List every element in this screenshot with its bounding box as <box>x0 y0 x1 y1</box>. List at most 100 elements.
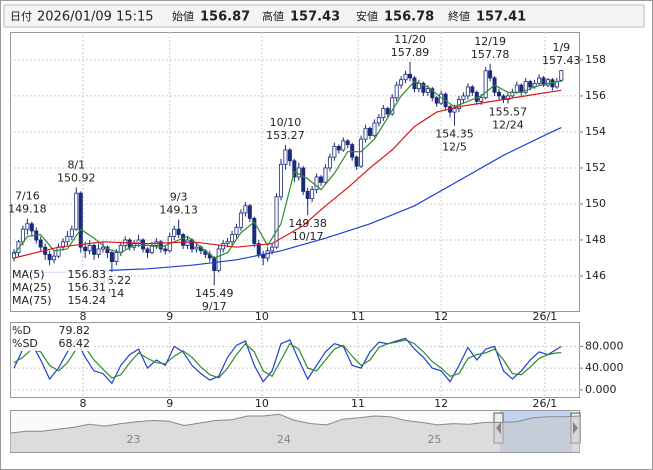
legend-box <box>11 267 109 308</box>
annotation-date: 11/20 <box>394 33 426 46</box>
legend-value: 79.82 <box>59 324 91 337</box>
annotation-date: 12/19 <box>474 35 506 48</box>
candle-body <box>265 250 270 259</box>
candle-body <box>350 144 355 158</box>
candle-body <box>278 163 283 198</box>
annotation-value: 154.35 <box>435 128 474 141</box>
candle-body <box>243 205 248 214</box>
candle-body <box>163 248 168 252</box>
legend-value: 156.83 <box>68 268 107 281</box>
candle-body <box>403 73 408 81</box>
candle-body <box>452 108 457 113</box>
header-datetime: 2026/01/09 15:15 <box>37 10 154 25</box>
x-tick-label: 12 <box>434 310 448 323</box>
candle-body <box>69 228 74 237</box>
candle-body <box>336 145 341 151</box>
annotation-date: 7/16 <box>15 190 40 203</box>
candle-body <box>238 212 243 228</box>
annotation-value: 153.27 <box>266 129 305 142</box>
candle-body <box>283 149 288 165</box>
x-tick-label: 8 <box>79 397 86 410</box>
candle-body <box>83 246 88 252</box>
header-label: 安値 <box>356 9 378 23</box>
candle-body <box>354 156 359 167</box>
annotation-value: 157.78 <box>471 48 510 61</box>
candle-body <box>430 88 435 99</box>
candle-body <box>20 228 25 243</box>
candle-body <box>372 122 377 136</box>
annotation-value: 157.43 <box>542 54 581 67</box>
candle-body <box>274 196 279 248</box>
annotation-date: 12/5 <box>442 141 467 154</box>
y-tick-label: 146 <box>585 269 606 282</box>
candle-body <box>390 97 395 115</box>
candle-body <box>408 73 413 79</box>
candle-body <box>461 95 466 100</box>
legend-value: 154.24 <box>68 294 107 307</box>
candle-body <box>114 252 119 262</box>
candle-body <box>381 108 386 118</box>
candle-body <box>256 243 261 255</box>
candle-body <box>394 84 399 99</box>
x-tick-label: 10 <box>255 310 269 323</box>
candle-body <box>545 79 550 86</box>
candle-body <box>301 167 306 192</box>
annotation-value: 149.13 <box>159 204 198 217</box>
y-tick-label: 80.000 <box>585 339 624 352</box>
candle-body <box>234 226 239 235</box>
candle-body <box>92 244 97 255</box>
y-tick-label: 154 <box>585 125 606 138</box>
line <box>14 127 562 273</box>
header-label: 始値 <box>172 9 194 23</box>
candle-body <box>497 91 502 97</box>
legend-name: MA(25) <box>12 281 52 294</box>
candle-body <box>327 156 332 169</box>
header-label: 終値 <box>448 9 470 23</box>
x-tick-label: 26/1 <box>532 397 557 410</box>
candle-body <box>319 176 324 183</box>
header-value: 156.78 <box>384 10 434 25</box>
candle-body <box>341 140 346 151</box>
main-panel <box>10 32 580 312</box>
legend-value: 156.31 <box>68 281 107 294</box>
candle-body <box>470 86 475 93</box>
x-tick-label: 26/1 <box>532 310 557 323</box>
legend-box <box>11 323 93 351</box>
header-date-label: 日付 <box>10 10 32 23</box>
candle-body <box>305 190 310 199</box>
y-tick-label: 150 <box>585 197 606 210</box>
candle-body <box>359 138 364 167</box>
candle-body <box>399 79 404 86</box>
y-tick-label: 156 <box>585 89 606 102</box>
x-tick-label: 8 <box>79 310 86 323</box>
candle-body <box>292 160 297 178</box>
annotation-date: 9/17 <box>202 300 227 313</box>
candle-body <box>52 255 57 261</box>
line <box>13 80 562 259</box>
candle-body <box>172 228 177 237</box>
candle-body <box>287 149 292 162</box>
candle-body <box>127 239 132 248</box>
y-tick-label: 152 <box>585 161 606 174</box>
candle-body <box>74 192 79 230</box>
candle-body <box>376 117 381 124</box>
candle-body <box>181 234 186 246</box>
candle-body <box>505 95 510 100</box>
annotation-value: 155.57 <box>489 106 528 119</box>
annotation-date: 8/1 <box>67 158 85 171</box>
annotation-date: 10/17 <box>292 230 324 243</box>
x-tick-label: 11 <box>351 397 365 410</box>
header-value: 157.41 <box>476 10 526 25</box>
candle-body <box>87 244 92 252</box>
candle-body <box>296 167 301 178</box>
candle-body <box>479 97 484 102</box>
x-tick-label: 12 <box>434 397 448 410</box>
x-tick-label: 9 <box>166 310 173 323</box>
candle-body <box>65 235 70 243</box>
candle-body <box>363 127 368 140</box>
candle-body <box>109 252 114 262</box>
candle-body <box>425 88 430 93</box>
candle-body <box>225 241 230 244</box>
candle-body <box>559 70 564 81</box>
annotation-value: 145.49 <box>195 287 234 300</box>
